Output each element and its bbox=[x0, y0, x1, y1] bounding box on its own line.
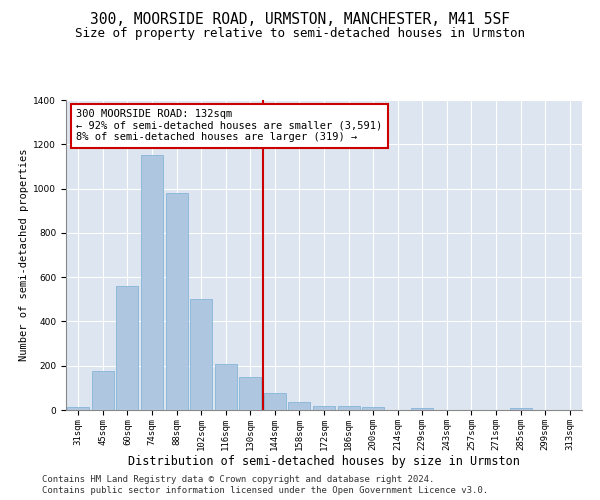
Y-axis label: Number of semi-detached properties: Number of semi-detached properties bbox=[19, 149, 29, 361]
Text: Size of property relative to semi-detached houses in Urmston: Size of property relative to semi-detach… bbox=[75, 28, 525, 40]
Bar bbox=[166, 193, 188, 410]
Bar bbox=[509, 408, 532, 410]
Bar bbox=[239, 377, 262, 410]
Text: Contains HM Land Registry data © Crown copyright and database right 2024.: Contains HM Land Registry data © Crown c… bbox=[42, 475, 434, 484]
Bar bbox=[215, 364, 237, 410]
Bar bbox=[338, 406, 359, 410]
Bar bbox=[289, 402, 310, 410]
Bar bbox=[116, 286, 139, 410]
Bar bbox=[411, 408, 433, 410]
Bar bbox=[92, 371, 114, 410]
Bar bbox=[67, 406, 89, 410]
Bar bbox=[190, 300, 212, 410]
Bar bbox=[313, 406, 335, 410]
Text: 300 MOORSIDE ROAD: 132sqm
← 92% of semi-detached houses are smaller (3,591)
8% o: 300 MOORSIDE ROAD: 132sqm ← 92% of semi-… bbox=[76, 110, 383, 142]
Bar bbox=[141, 156, 163, 410]
X-axis label: Distribution of semi-detached houses by size in Urmston: Distribution of semi-detached houses by … bbox=[128, 456, 520, 468]
Bar bbox=[264, 394, 286, 410]
Text: 300, MOORSIDE ROAD, URMSTON, MANCHESTER, M41 5SF: 300, MOORSIDE ROAD, URMSTON, MANCHESTER,… bbox=[90, 12, 510, 28]
Text: Contains public sector information licensed under the Open Government Licence v3: Contains public sector information licen… bbox=[42, 486, 488, 495]
Bar bbox=[362, 408, 384, 410]
